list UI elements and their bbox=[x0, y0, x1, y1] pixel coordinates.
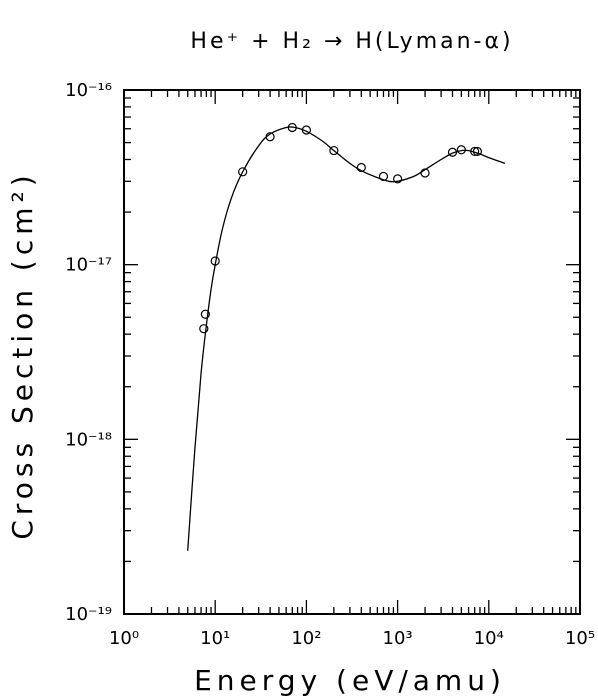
x-axis-label: Energy (eV/amu) bbox=[194, 664, 506, 696]
x-tick-labels: 10⁰ 10¹ 10² 10³ 10⁴ 10⁵ bbox=[109, 628, 595, 649]
plot-frame bbox=[123, 89, 581, 615]
axis-ticks bbox=[123, 89, 581, 615]
y-tick-label: 10⁻¹⁹ bbox=[65, 604, 112, 625]
x-tick-label: 10¹ bbox=[200, 628, 230, 649]
y-tick-labels: 10⁻¹⁹ 10⁻¹⁸ 10⁻¹⁷ 10⁻¹⁶ bbox=[65, 80, 112, 625]
data-point bbox=[200, 309, 210, 319]
x-tick-label: 10² bbox=[291, 628, 321, 649]
data-point bbox=[301, 125, 311, 135]
x-tick-label: 10⁵ bbox=[565, 628, 595, 649]
data-point bbox=[287, 122, 297, 133]
x-tick-label: 10⁰ bbox=[109, 628, 139, 649]
chart-title: He⁺ + H₂ → H(Lyman-α) bbox=[190, 29, 513, 54]
y-tick-label: 10⁻¹⁶ bbox=[65, 80, 112, 101]
data-point bbox=[456, 145, 466, 155]
data-point bbox=[238, 167, 248, 177]
data-point bbox=[210, 256, 220, 266]
data-point bbox=[329, 145, 339, 156]
data-point bbox=[472, 146, 483, 157]
fit-curve bbox=[187, 126, 506, 551]
data-point bbox=[470, 146, 480, 157]
data-point bbox=[393, 174, 403, 184]
data-points bbox=[199, 122, 483, 334]
data-point bbox=[199, 324, 209, 334]
y-tick-label: 10⁻¹⁷ bbox=[65, 255, 112, 276]
data-point bbox=[265, 132, 275, 142]
x-tick-label: 10⁴ bbox=[474, 628, 504, 649]
y-axis-label: Cross Section (cm²) bbox=[6, 170, 39, 539]
y-tick-label: 10⁻¹⁸ bbox=[65, 429, 112, 450]
x-tick-label: 10³ bbox=[383, 628, 413, 649]
data-point bbox=[378, 171, 389, 182]
data-point bbox=[420, 168, 430, 178]
data-point bbox=[356, 162, 366, 173]
data-point bbox=[447, 147, 458, 157]
